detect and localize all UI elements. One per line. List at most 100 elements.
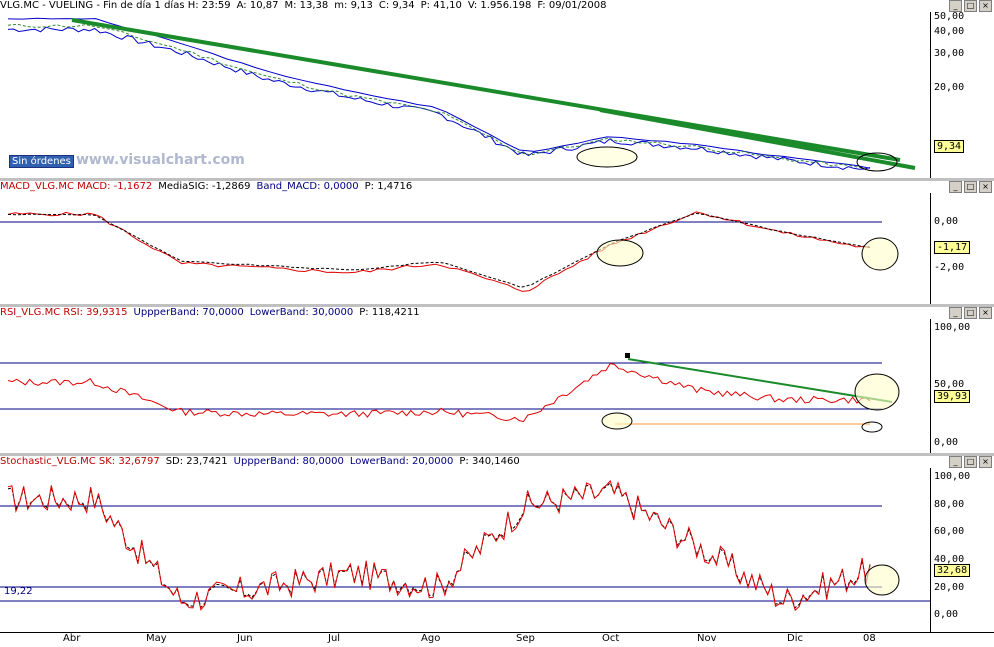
macd-header: MACD_VLG.MC MACD: -1,1672 MediaSIG: -1,28… (0, 181, 994, 193)
x-label: May (146, 633, 167, 644)
price-ma-line (7, 17, 871, 169)
price-low: m: 9,13 (334, 0, 373, 11)
panel-separator[interactable] (0, 453, 994, 456)
rsi-panel[interactable]: RSI_VLG.MC RSI: 39,9315 UppperBand: 70,00… (0, 307, 994, 453)
price-p: P: 41,10 (420, 0, 462, 11)
macd-tick: -2,00 (934, 262, 965, 273)
rsi-upper: UppperBand: 70,0000 (133, 307, 244, 318)
stochastic-panel[interactable]: Stochastic_VLG.MC SK: 32,6797 SD: 23,7421… (0, 456, 994, 632)
stoch-axis: 100,00 80,00 60,00 40,00 20,00 0,00 32,6… (930, 468, 994, 632)
stoch-tick: 0,00 (934, 609, 959, 620)
rsi-current-label: 39,93 (934, 390, 971, 403)
highlight-ellipse (596, 239, 644, 267)
minimize-button[interactable]: _ (949, 0, 962, 12)
stoch-tick: 60,00 (934, 526, 965, 537)
price-high: M: 13,38 (284, 0, 329, 11)
trend-line-upper (71, 18, 901, 162)
rsi-series (7, 363, 871, 423)
price-tick: 50,00 (934, 11, 965, 22)
price-current-label: 9,34 (934, 140, 965, 153)
price-plot (7, 17, 916, 172)
x-label: 08 (863, 633, 876, 644)
stoch-sk: Stochastic_VLG.MC SK: 32,6797 (0, 456, 160, 467)
price-ma-dashed (7, 23, 871, 172)
minimize-button[interactable]: _ (949, 456, 962, 468)
stoch-tick: 100,00 (934, 471, 971, 482)
rsi-axis: 100,00 50,00 0,00 39,93 (930, 319, 994, 453)
close-button[interactable]: × (979, 307, 992, 319)
macd-signal-series (7, 212, 871, 288)
close-button[interactable]: × (979, 456, 992, 468)
rsi-trend-line (627, 358, 893, 403)
stoch-current-label: 32,68 (934, 564, 971, 577)
macd-current-label: -1,17 (934, 241, 971, 254)
highlight-ellipse (601, 412, 633, 430)
stoch-tick: 40,00 (934, 554, 965, 565)
minimize-button[interactable]: _ (949, 307, 962, 319)
macd-tick: 0,00 (934, 216, 959, 227)
rsi-marker (625, 353, 630, 358)
highlight-ellipse (864, 564, 900, 596)
rsi-tick: 50,00 (934, 379, 965, 390)
stoch-tick: 20,00 (934, 582, 965, 593)
macd-signal: MediaSIG: -1,2869 (158, 181, 251, 192)
highlight-ellipse (854, 373, 900, 411)
x-label: Jul (328, 633, 341, 644)
stoch-tick: 80,00 (934, 499, 965, 510)
sin-ordenes-button[interactable]: Sin órdenes (9, 155, 74, 168)
maximize-button[interactable]: □ (964, 181, 977, 193)
macd-band: Band_MACD: 0,0000 (256, 181, 359, 192)
maximize-button[interactable]: □ (964, 456, 977, 468)
price-volume: V: 1.956.198 (467, 0, 532, 11)
stoch-p: P: 340,1460 (459, 456, 520, 467)
macd-panel[interactable]: MACD_VLG.MC MACD: -1,1672 MediaSIG: -1,28… (0, 181, 994, 304)
price-tick: 30,00 (934, 48, 965, 59)
x-label: Jun (237, 633, 253, 644)
minimize-button[interactable]: _ (949, 181, 962, 193)
rsi-lower: LowerBand: 30,0000 (249, 307, 354, 318)
stoch-sk-series (7, 479, 871, 612)
panel-separator[interactable] (0, 178, 994, 181)
stoch-upper: UppperBand: 80,0000 (233, 456, 344, 467)
price-window-buttons: _ □ × (949, 0, 992, 12)
macd-series (7, 211, 871, 292)
maximize-button[interactable]: □ (964, 307, 977, 319)
x-label: Sep (516, 633, 535, 644)
stoch-window-buttons: _ □ × (949, 456, 992, 468)
close-button[interactable]: × (979, 0, 992, 12)
rsi-p: P: 118,4211 (359, 307, 420, 318)
price-open: A: 10,87 (236, 0, 279, 11)
price-header: VLG.MC - VUELING - Fin de día 1 días H: … (0, 0, 994, 12)
watermark: www.visualchart.com (76, 152, 245, 168)
x-label: Ago (421, 633, 441, 644)
price-axis: 50,00 40,00 30,00 20,00 9,34 (930, 11, 994, 178)
stoch-sd-series (7, 482, 871, 609)
stoch-header: Stochastic_VLG.MC SK: 32,6797 SD: 23,7421… (0, 456, 994, 468)
x-label: Dic (787, 633, 803, 644)
x-label: Abr (63, 633, 81, 644)
panel-separator[interactable] (0, 304, 994, 307)
macd-p: P: 1,4716 (364, 181, 413, 192)
macd-axis: 0,00 -2,00 -1,17 (930, 193, 994, 304)
highlight-ellipse (856, 152, 898, 172)
trend-line-lower (599, 108, 916, 170)
x-axis (0, 632, 994, 647)
x-label: Nov (697, 633, 717, 644)
stoch-left-label: 19,22 (4, 586, 33, 597)
price-tick: 40,00 (934, 26, 965, 37)
stoch-lower: LowerBand: 20,0000 (349, 456, 454, 467)
rsi-tick: 100,00 (934, 322, 971, 333)
macd-plot (0, 211, 899, 292)
highlight-ellipse (861, 421, 883, 433)
rsi-tick: 0,00 (934, 437, 959, 448)
price-header-title: VLG.MC - VUELING - Fin de día 1 días H: … (0, 0, 231, 11)
rsi-header: RSI_VLG.MC RSI: 39,9315 UppperBand: 70,00… (0, 307, 994, 319)
close-button[interactable]: × (979, 181, 992, 193)
highlight-ellipse (576, 146, 638, 168)
price-tick: 20,00 (934, 82, 965, 93)
price-date: F: 09/01/2008 (537, 0, 607, 11)
price-panel[interactable]: VLG.MC - VUELING - Fin de día 1 días H: … (0, 0, 994, 178)
maximize-button[interactable]: □ (964, 0, 977, 12)
price-close: C: 9,34 (378, 0, 415, 11)
stoch-plot (0, 479, 930, 612)
